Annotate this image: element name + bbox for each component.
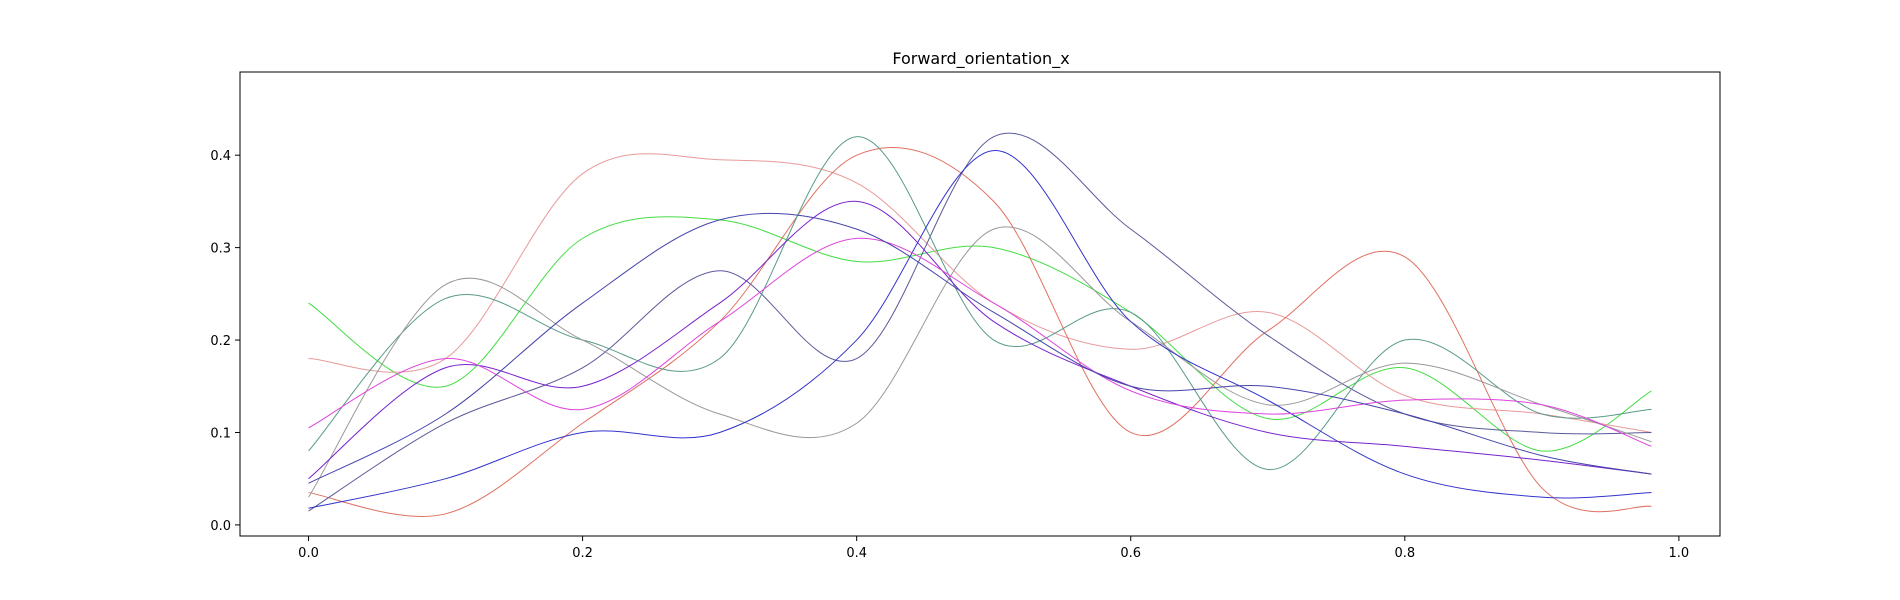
axes-layer: 0.0 0.2 0.4 0.6 0.8 1.0 0.0 0.1 0.2 0.3 0.4 (210, 149, 1689, 561)
x-tick-label: 0.8 (1394, 546, 1415, 561)
y-tick-label: 0.0 (210, 519, 231, 534)
series-line-1 (308, 216, 1652, 452)
series-line-7 (308, 150, 1652, 509)
series-line-6 (308, 226, 1652, 498)
x-tick-label: 0.4 (846, 546, 867, 561)
series-line-2 (308, 153, 1652, 433)
y-tick-label: 0.1 (210, 426, 231, 441)
plot-frame (239, 71, 1721, 537)
series-line-4 (308, 132, 1652, 512)
y-tick-label: 0.3 (210, 242, 231, 257)
x-tick-label: 0.0 (298, 546, 319, 561)
y-tick-label: 0.2 (210, 334, 231, 349)
y-tick-label: 0.4 (210, 149, 231, 164)
series-line-8 (308, 200, 1652, 480)
series-line-5 (308, 136, 1652, 470)
series-line-10 (308, 212, 1652, 484)
series-line-9 (308, 237, 1652, 447)
chart-title: Forward_orientation_x (892, 49, 1069, 69)
series-layer (308, 132, 1652, 517)
x-tick-label: 0.6 (1120, 546, 1141, 561)
series-line-3 (308, 147, 1652, 517)
x-tick-label: 0.2 (572, 546, 593, 561)
x-tick-label: 1.0 (1669, 546, 1690, 561)
